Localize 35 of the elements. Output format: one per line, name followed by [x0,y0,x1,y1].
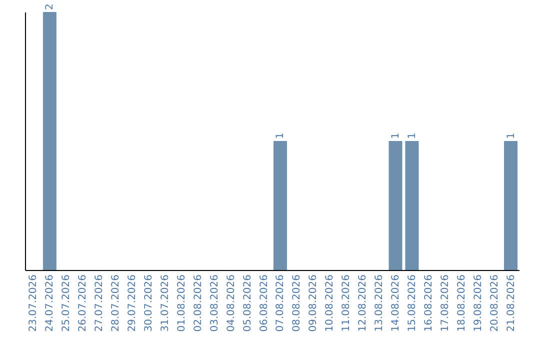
x-tick-label: 29.07.2026 [127,274,138,332]
x-tick-label: 25.07.2026 [61,274,72,332]
x-tick-label: 08.08.2026 [292,274,303,332]
data-label: 1 [506,132,517,139]
x-tick-label: 23.07.2026 [28,274,40,332]
x-tick-label: 01.08.2026 [176,274,188,332]
x-tick-label: 19.08.2026 [472,274,484,332]
x-tick-label: 05.08.2026 [242,274,254,332]
data-label: 2 [44,4,56,10]
x-tick-label: 06.08.2026 [258,274,270,332]
x-tick-label: 10.08.2026 [324,274,336,332]
x-tick-label: 30.07.2026 [144,274,154,332]
x-tick-label: 20.08.2026 [489,274,500,332]
x-tick-label: 13.08.2026 [374,274,386,332]
x-tick-label: 07.08.2026 [275,274,286,332]
x-tick-label: 02.08.2026 [192,274,204,332]
x-tick-label: 11.08.2026 [341,274,352,332]
x-tick-label: 26.07.2026 [78,274,89,332]
x-tick-label: 14.08.2026 [390,274,402,332]
data-label: 1 [390,132,402,139]
data-label: 1 [406,132,418,139]
x-tick-label: 31.07.2026 [160,274,171,332]
x-tick-label: 09.08.2026 [308,274,320,332]
x-tick-label: 18.08.2026 [456,274,468,332]
x-tick-label: 16.08.2026 [423,274,434,332]
x-tick-label: 17.08.2026 [440,274,451,332]
x-tick-label: 21.08.2026 [506,274,517,332]
x-tick-label: 28.07.2026 [110,274,122,332]
x-tick-label: 24.07.2026 [44,274,56,332]
x-tick-label: 12.08.2026 [358,274,369,332]
x-tick-label: 15.08.2026 [406,274,418,332]
data-label: 1 [275,132,286,139]
x-tick-label: 27.07.2026 [94,274,106,332]
x-tick-label: 03.08.2026 [209,274,220,332]
x-tick-label: 04.08.2026 [226,274,237,332]
